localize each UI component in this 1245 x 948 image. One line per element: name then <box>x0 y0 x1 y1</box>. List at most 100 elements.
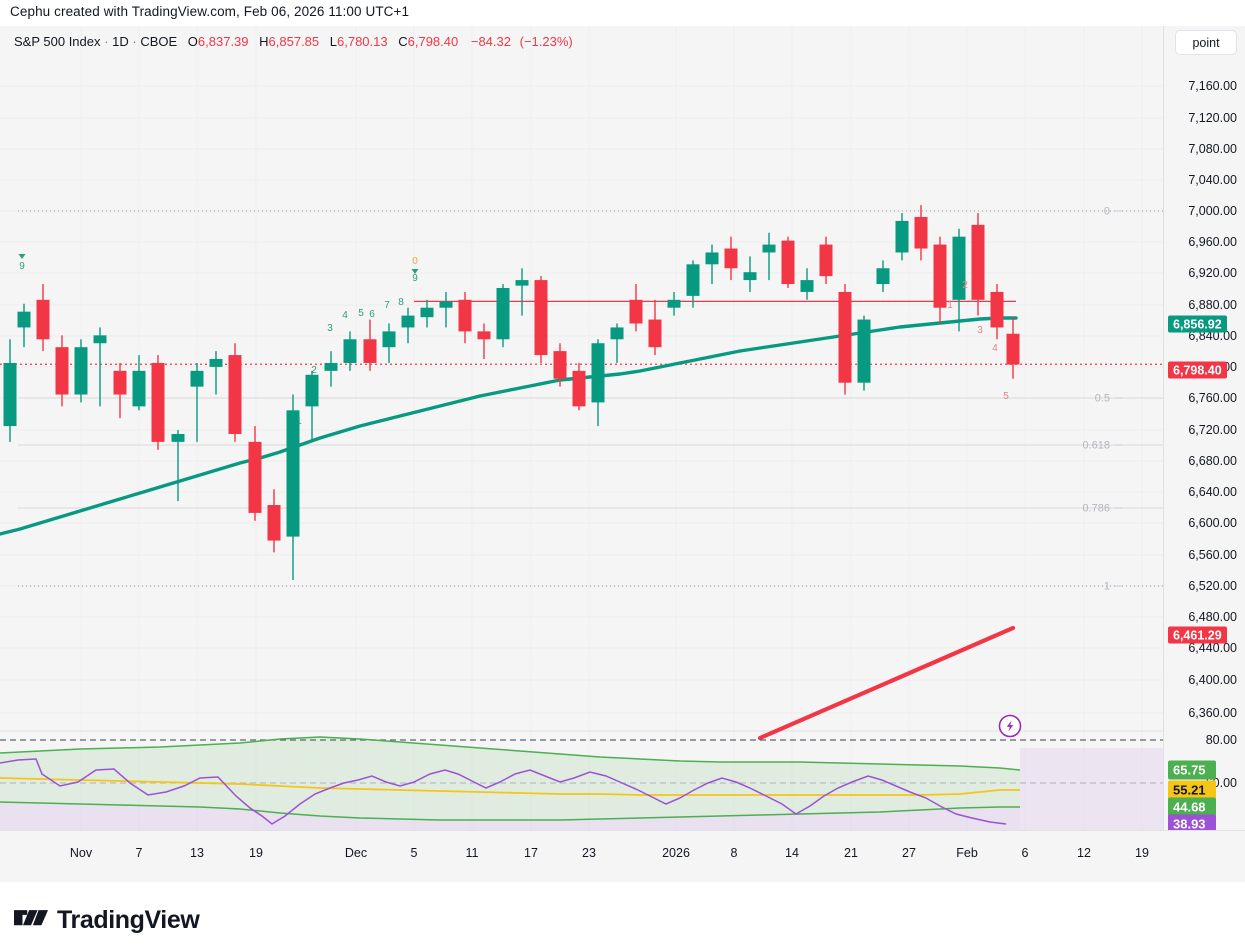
fibonacci-level-label: 0.5 <box>1095 393 1110 405</box>
candlestick[interactable] <box>305 370 319 442</box>
candlestick[interactable] <box>895 213 909 261</box>
candlestick[interactable] <box>286 394 300 580</box>
time-axis[interactable]: Nov 7 13 19 Dec 5 11 17 23 2026 8 14 21 27 Feb 6 12 19 <box>0 830 1245 882</box>
legend-change-percent: (−1.23%) <box>519 34 573 49</box>
candle-body <box>838 291 852 383</box>
candlestick[interactable] <box>382 323 396 363</box>
candlestick[interactable] <box>990 284 1004 340</box>
price-badge[interactable]: 6,856.92 <box>1168 315 1227 333</box>
td-sequential-marker: 9 <box>19 261 25 272</box>
candlestick[interactable] <box>458 291 472 344</box>
candle-body <box>743 272 757 281</box>
candlestick[interactable] <box>705 244 719 285</box>
legend-interval[interactable]: 1D <box>112 34 129 49</box>
legend-exchange: CBOE <box>140 34 178 49</box>
candle-body <box>819 244 833 277</box>
legend-symbol[interactable]: S&P 500 Index <box>14 34 101 49</box>
candlestick[interactable] <box>267 489 281 553</box>
indicator-badge[interactable]: 65.75 <box>1168 760 1216 780</box>
candlestick[interactable] <box>151 355 165 450</box>
candle-body <box>36 299 50 340</box>
candlestick[interactable] <box>952 228 966 332</box>
candlestick[interactable] <box>572 362 586 411</box>
candlestick[interactable] <box>686 260 700 308</box>
candlestick[interactable] <box>209 351 223 395</box>
candlestick[interactable] <box>74 339 88 403</box>
candlestick[interactable] <box>17 303 31 348</box>
candlestick[interactable] <box>401 307 415 344</box>
candlestick[interactable] <box>762 232 776 281</box>
candlestick[interactable] <box>3 339 17 442</box>
price-axis[interactable]: 7,160.00 7,120.00 7,080.00 7,040.00 7,000.00… <box>1163 26 1245 834</box>
legend-low-label: L <box>329 34 337 49</box>
candlestick[interactable] <box>36 284 50 352</box>
candlestick[interactable] <box>876 260 890 292</box>
time-axis-tick: 2026 <box>662 846 690 860</box>
candle-body <box>705 252 719 265</box>
candlestick[interactable] <box>667 291 681 316</box>
candlestick[interactable] <box>55 335 69 407</box>
indicator-badge[interactable]: 38.93 <box>1168 814 1216 834</box>
candle-body <box>686 264 700 296</box>
td-sequential-marker: 3 <box>977 325 983 336</box>
candlestick[interactable] <box>113 362 127 419</box>
chart-legend: S&P 500 Index · 1D · CBOE O6,837.39 H6,8… <box>14 34 573 49</box>
candle-body <box>496 287 510 340</box>
candlestick[interactable] <box>515 268 529 316</box>
candlestick[interactable] <box>534 276 548 363</box>
candlestick[interactable] <box>324 351 338 387</box>
time-axis-tick: 21 <box>844 846 858 860</box>
lightning-bolt-icon[interactable] <box>998 714 1022 738</box>
candlestick[interactable] <box>591 339 605 427</box>
candlestick[interactable] <box>629 284 643 332</box>
candlestick[interactable] <box>857 315 871 391</box>
candlestick[interactable] <box>477 323 491 360</box>
candlestick[interactable] <box>838 284 852 395</box>
price-axis-tick: 6,360.00 <box>1188 706 1237 720</box>
price-badge[interactable]: 6,798.40 <box>1168 361 1227 379</box>
price-axis-tick: 7,120.00 <box>1188 111 1237 125</box>
candle-body <box>209 359 223 367</box>
candle-body <box>876 268 890 285</box>
candle-body <box>572 370 586 407</box>
plot-area[interactable]: 0 0.5 0.618 0.786 1 9 1 2 3 4 5 6 7 8 0 9 1 2 3 4 5 <box>0 26 1163 830</box>
candlestick[interactable] <box>800 268 814 300</box>
candle-body <box>248 441 262 513</box>
price-unit-button[interactable]: point <box>1175 30 1237 55</box>
candlestick[interactable] <box>439 291 453 328</box>
candlestick[interactable] <box>420 299 434 328</box>
candlestick[interactable] <box>228 343 242 442</box>
candlestick[interactable] <box>248 426 262 521</box>
candlestick[interactable] <box>363 319 377 371</box>
candle-body <box>382 331 396 348</box>
candlestick[interactable] <box>343 331 357 371</box>
candlestick[interactable] <box>933 236 947 324</box>
candlestick[interactable] <box>553 343 567 387</box>
indicator-badge[interactable]: 55.21 <box>1168 780 1216 800</box>
legend-close-label: C <box>398 34 408 49</box>
candlestick[interactable] <box>971 213 985 316</box>
candlestick[interactable] <box>724 236 738 281</box>
candlestick[interactable] <box>496 284 510 348</box>
time-axis-tick: 7 <box>135 846 143 860</box>
candlestick[interactable] <box>648 299 662 356</box>
trendline[interactable] <box>757 625 1016 741</box>
price-badge[interactable]: 6,461.29 <box>1168 626 1227 644</box>
legend-low-value: 6,780.13 <box>337 34 388 49</box>
candlestick[interactable] <box>610 323 624 363</box>
candlestick[interactable] <box>93 327 107 407</box>
td-sequential-marker: 5 <box>1003 391 1009 402</box>
time-axis-tick: 8 <box>730 846 738 860</box>
price-axis-tick: 6,720.00 <box>1188 423 1237 437</box>
candlestick[interactable] <box>190 362 204 442</box>
candlestick[interactable] <box>819 236 833 285</box>
candlestick[interactable] <box>743 256 757 292</box>
candlestick[interactable] <box>781 236 795 288</box>
candlestick[interactable] <box>132 355 146 411</box>
price-axis-tick: 7,000.00 <box>1188 204 1237 218</box>
indicator-badge[interactable]: 44.68 <box>1168 797 1216 817</box>
candlestick[interactable] <box>1006 317 1020 379</box>
indicator-rsi-line <box>0 758 1007 825</box>
candlestick[interactable] <box>914 205 928 261</box>
candlestick[interactable] <box>171 430 185 502</box>
